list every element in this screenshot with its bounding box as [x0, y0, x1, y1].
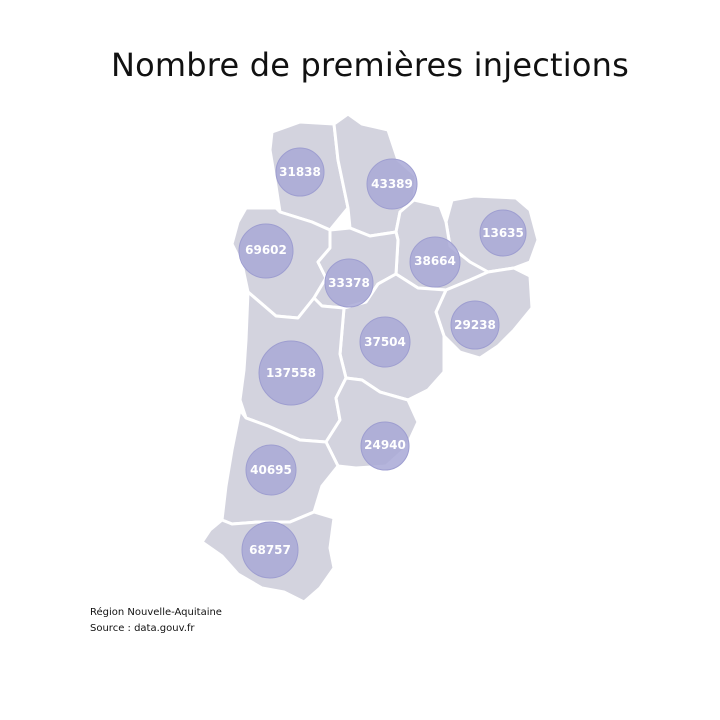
bubble-marker[interactable]	[241, 521, 299, 579]
bubble-marker[interactable]	[324, 258, 374, 308]
caption-region: Région Nouvelle-Aquitaine	[90, 607, 222, 618]
bubble-label: 33378	[328, 276, 370, 290]
bubble-marker[interactable]	[409, 236, 461, 288]
bubble-label: 68757	[249, 543, 291, 557]
bubble-label: 24940	[364, 438, 406, 452]
bubble-label: 31838	[279, 165, 321, 179]
bubble-label: 29238	[454, 318, 496, 332]
bubble-label: 13635	[482, 226, 524, 240]
bubble-label: 69602	[245, 243, 287, 257]
bubble-marker[interactable]	[479, 209, 527, 257]
bubble-marker[interactable]	[238, 223, 294, 279]
bubble-marker[interactable]	[245, 444, 297, 496]
bubble-label: 137558	[266, 366, 316, 380]
bubble-marker[interactable]	[366, 158, 418, 210]
bubble-label: 40695	[250, 463, 292, 477]
bubble-marker[interactable]	[360, 421, 410, 471]
bubble-marker[interactable]	[450, 300, 500, 350]
map-title: Nombre de premières injections	[111, 46, 629, 84]
bubble-marker[interactable]	[258, 340, 324, 406]
bubble-group: 31838 43389 69602 13635 38664 33378 2923…	[238, 147, 527, 579]
bubble-label: 38664	[414, 254, 456, 268]
bubble-marker[interactable]	[359, 316, 411, 368]
caption-source: Source : data.gouv.fr	[90, 623, 195, 634]
bubble-label: 37504	[364, 335, 406, 349]
bubble-marker[interactable]	[275, 147, 325, 197]
bubble-label: 43389	[371, 177, 413, 191]
